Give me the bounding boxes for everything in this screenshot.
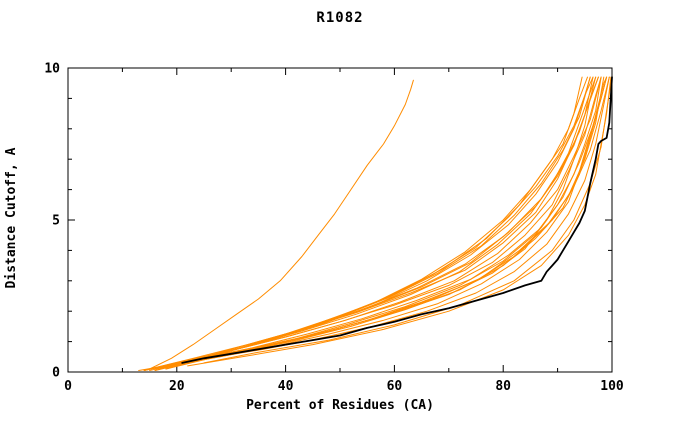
y-tick-label: 5 xyxy=(52,214,60,229)
series-line-model-14 xyxy=(165,76,608,370)
chart-title: R1082 xyxy=(316,10,364,26)
series-line-model-15 xyxy=(154,76,608,371)
series-line-model-16 xyxy=(176,76,594,365)
x-tick-label: 60 xyxy=(387,379,403,394)
series-line-model-03 xyxy=(165,76,605,370)
series-line-model-09 xyxy=(176,76,591,367)
y-tick-label: 0 xyxy=(52,366,60,381)
x-tick-label: 20 xyxy=(169,379,185,394)
x-axis-label: Percent of Residues (CA) xyxy=(246,398,434,413)
series-line-highlighted-model xyxy=(181,76,613,364)
x-tick-label: 40 xyxy=(278,379,294,394)
series-line-model-20 xyxy=(187,76,612,367)
series-line-model-10 xyxy=(143,76,610,371)
series-line-model-18 xyxy=(181,76,591,365)
x-tick-label: 80 xyxy=(495,379,511,394)
x-tick-label: 0 xyxy=(64,379,72,394)
series-line-model-outlier-steep xyxy=(149,79,414,370)
series-line-model-19 xyxy=(149,76,599,370)
series-line-model-02 xyxy=(154,76,602,371)
series-line-model-04 xyxy=(149,76,608,371)
y-tick-label: 10 xyxy=(44,62,60,77)
x-tick-label: 100 xyxy=(600,379,624,394)
series-line-model-13 xyxy=(160,76,599,368)
